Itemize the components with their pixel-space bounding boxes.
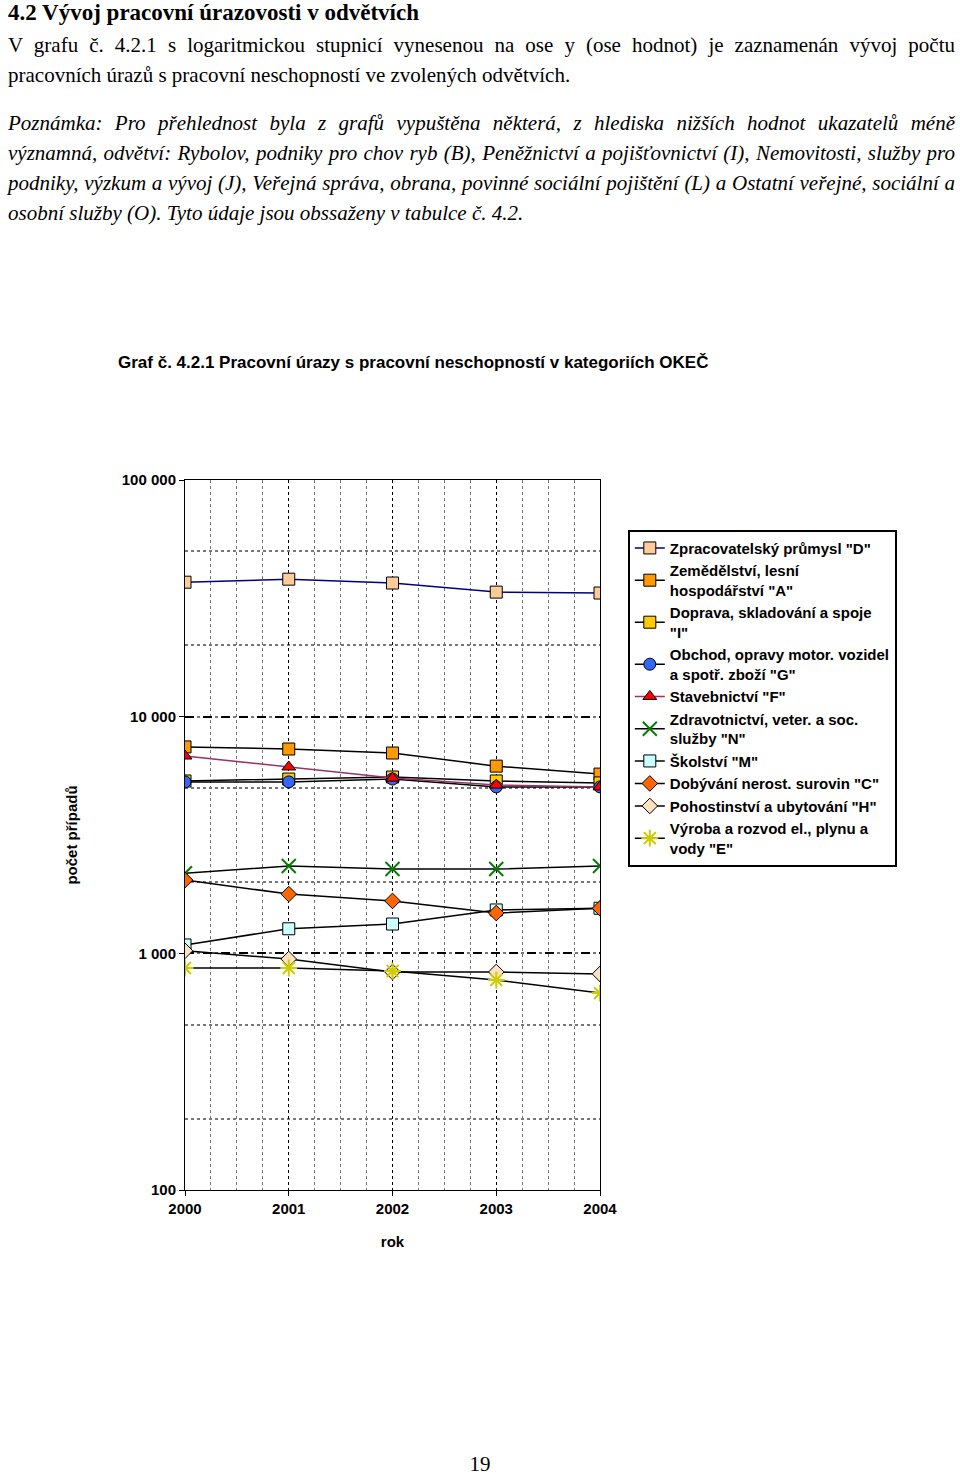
svg-text:Obchod, opravy motor. vozidela: Obchod, opravy motor. vozidela spotř. zb… — [670, 646, 889, 683]
svg-text:Pohostinství a ubytování "H": Pohostinství a ubytování "H" — [670, 798, 877, 815]
svg-text:počet případů: počet případů — [63, 785, 80, 884]
svg-text:Dobývání nerost. surovin "C": Dobývání nerost. surovin "C" — [670, 775, 879, 792]
html-text:19: 19 — [469, 1452, 491, 1476]
html-text:Poznámka: Pro přehlednost byla: Poznámka: Pro přehlednost byla z grafů v… — [8, 111, 955, 225]
svg-text:Výroba a rozvod el., plynu avo: Výroba a rozvod el., plynu avody "E" — [670, 820, 869, 857]
svg-text:Školství "M": Školství "M" — [670, 753, 758, 770]
html-text:4.2 Vývoj pracovní úrazovosti: 4.2 Vývoj pracovní úrazovosti v odvětvíc… — [8, 0, 419, 25]
svg-text:Stavebnictví "F": Stavebnictví "F" — [670, 688, 786, 705]
svg-text:Zdravotnictví, veter. a soc.sl: Zdravotnictví, veter. a soc.služby "N" — [670, 711, 858, 748]
svg-text:rok: rok — [381, 1233, 405, 1250]
svg-text:Zpracovatelský průmysl "D": Zpracovatelský průmysl "D" — [670, 540, 871, 557]
svg-text:10 000: 10 000 — [130, 708, 176, 725]
html-text:Graf č. 4.2.1 Pracovní úrazy s: Graf č. 4.2.1 Pracovní úrazy s pracovní … — [118, 353, 709, 372]
svg-text:2001: 2001 — [272, 1200, 305, 1217]
html-text:V grafu č. 4.2.1 s logaritmick: V grafu č. 4.2.1 s logaritmickou stupnic… — [8, 33, 955, 87]
svg-text:Doprava, skladování a spoje"I": Doprava, skladování a spoje"I" — [670, 604, 872, 641]
svg-text:2002: 2002 — [376, 1200, 409, 1217]
svg-text:100: 100 — [151, 1181, 176, 1198]
svg-text:2003: 2003 — [480, 1200, 513, 1217]
svg-text:100 000: 100 000 — [122, 471, 176, 488]
svg-text:Zemědělství, lesníhospodářství: Zemědělství, lesníhospodářství "A" — [670, 562, 800, 599]
svg-text:1 000: 1 000 — [138, 945, 176, 962]
svg-text:2004: 2004 — [583, 1200, 617, 1217]
svg-text:2000: 2000 — [168, 1200, 201, 1217]
